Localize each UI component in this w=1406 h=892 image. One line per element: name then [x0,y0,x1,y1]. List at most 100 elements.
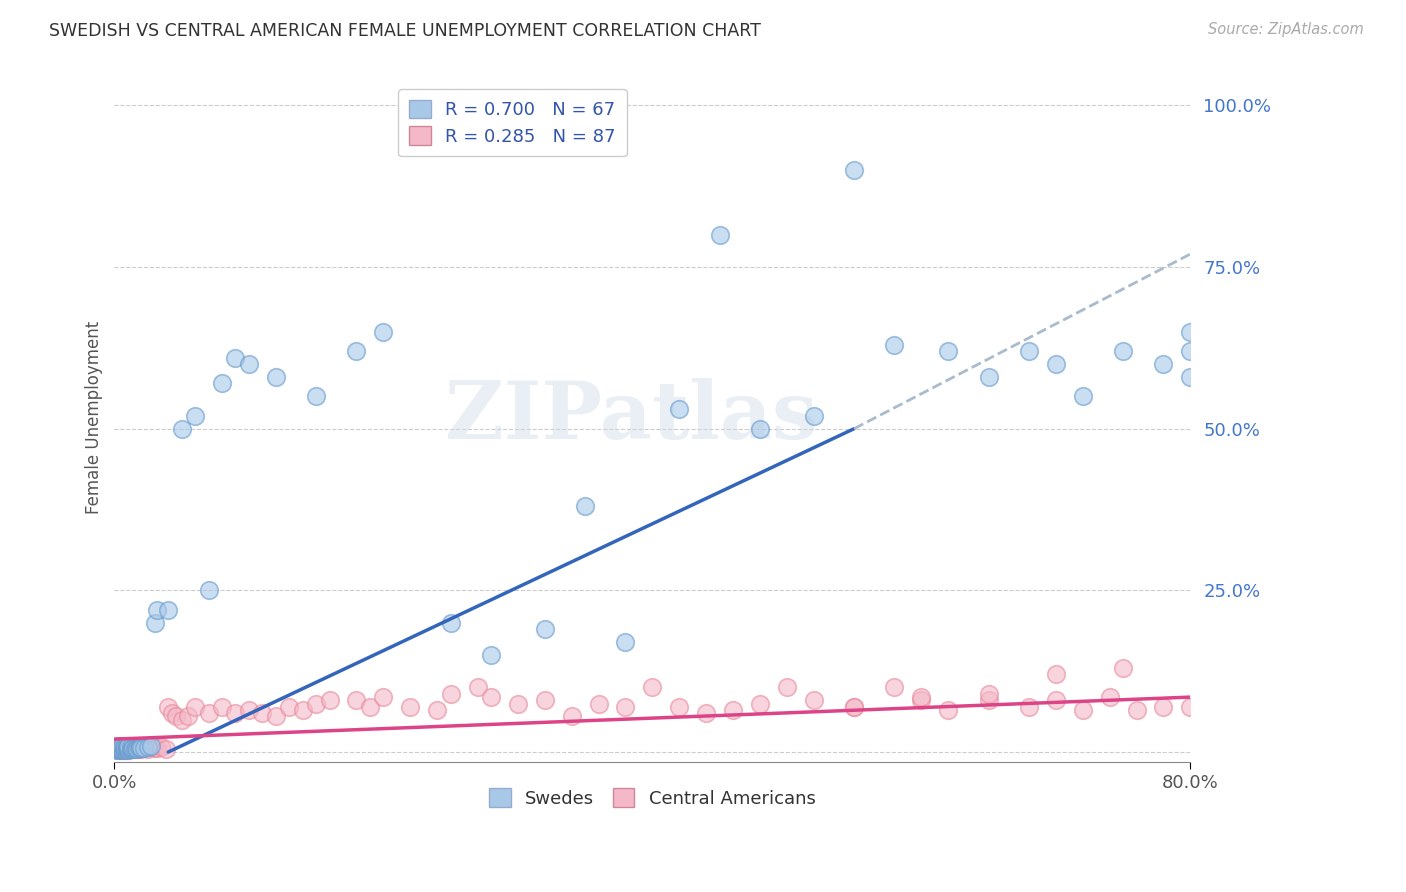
Point [721,703,744,717]
Point [695,706,717,721]
Y-axis label: Female Unemployment: Female Unemployment [86,321,103,514]
Point [668,402,690,417]
Point [128,741,150,756]
Point [128,742,150,756]
Point [124,742,146,756]
Point [124,739,146,754]
Point [1045,357,1067,371]
Point [264,709,287,723]
Point [127,742,149,756]
Point [128,740,150,755]
Point [146,603,169,617]
Point [305,389,328,403]
Point [588,697,610,711]
Point [136,739,159,754]
Point [238,357,260,371]
Point [533,622,555,636]
Point [842,163,865,178]
Point [115,742,138,756]
Point [110,742,132,756]
Point [533,693,555,707]
Legend: Swedes, Central Americans: Swedes, Central Americans [482,780,823,814]
Point [977,370,1000,384]
Point [440,615,463,630]
Point [668,699,690,714]
Point [936,344,959,359]
Point [224,706,246,721]
Point [346,693,368,707]
Point [131,739,153,754]
Point [150,739,173,754]
Point [105,740,128,755]
Point [111,739,134,754]
Point [111,742,134,756]
Point [1180,344,1202,359]
Point [252,706,274,721]
Point [112,742,135,756]
Point [143,741,166,756]
Point [883,681,905,695]
Point [125,740,148,755]
Point [211,699,233,714]
Point [1071,703,1094,717]
Point [1152,357,1174,371]
Point [1180,699,1202,714]
Point [238,703,260,717]
Point [108,741,131,756]
Point [104,742,127,756]
Point [842,699,865,714]
Point [197,583,219,598]
Point [162,706,184,721]
Text: SWEDISH VS CENTRAL AMERICAN FEMALE UNEMPLOYMENT CORRELATION CHART: SWEDISH VS CENTRAL AMERICAN FEMALE UNEMP… [49,22,761,40]
Point [136,739,159,754]
Point [165,709,187,723]
Point [114,743,136,757]
Point [803,409,825,423]
Point [110,741,132,756]
Point [1112,661,1135,675]
Point [107,739,129,754]
Point [107,739,129,754]
Point [120,739,142,754]
Point [122,741,145,756]
Point [614,635,637,649]
Point [399,699,422,714]
Point [115,742,138,756]
Point [440,687,463,701]
Text: Source: ZipAtlas.com: Source: ZipAtlas.com [1208,22,1364,37]
Point [110,739,132,754]
Point [184,409,207,423]
Point [1045,693,1067,707]
Point [170,422,193,436]
Point [108,739,131,753]
Point [803,693,825,707]
Point [479,648,502,662]
Point [1152,699,1174,714]
Point [1071,389,1094,403]
Point [104,742,127,756]
Point [224,351,246,365]
Point [561,709,583,723]
Point [1018,344,1040,359]
Point [910,690,932,704]
Point [1125,703,1147,717]
Point [112,739,135,754]
Point [883,337,905,351]
Point [117,740,139,755]
Point [184,699,207,714]
Point [139,739,162,753]
Point [157,603,180,617]
Point [157,699,180,714]
Point [373,690,395,704]
Point [115,741,138,756]
Point [117,739,139,753]
Point [107,742,129,756]
Point [748,422,770,436]
Point [114,741,136,756]
Point [977,693,1000,707]
Point [305,697,328,711]
Point [170,713,193,727]
Point [211,376,233,391]
Point [108,743,131,757]
Point [120,739,142,754]
